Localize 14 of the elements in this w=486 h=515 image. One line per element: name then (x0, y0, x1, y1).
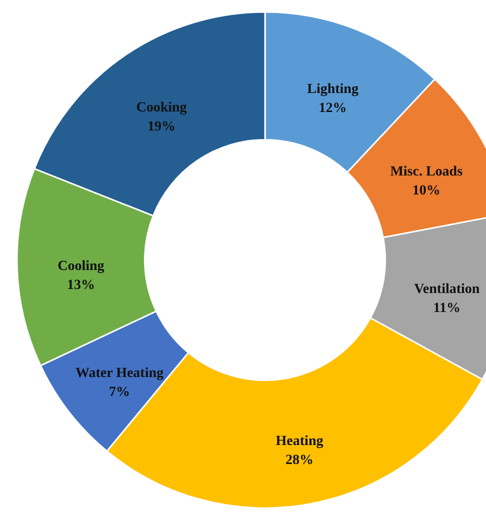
data-label: 28% (286, 452, 314, 468)
slice-label: Heating (276, 434, 324, 449)
data-label: 12% (318, 100, 347, 116)
data-label: 11% (433, 300, 460, 316)
data-label: 7% (109, 384, 130, 400)
data-label: 13% (66, 278, 95, 293)
slice-label: Water Heating (75, 366, 164, 381)
slice-label: Cooking (136, 100, 187, 116)
slice-label: Lighting (307, 82, 358, 97)
data-label: 10% (412, 183, 440, 198)
slice-label: Ventilation (414, 282, 480, 297)
slice-label: Cooling (58, 258, 104, 274)
data-label: 19% (148, 120, 176, 135)
slice-label: Misc. Loads (390, 164, 464, 180)
